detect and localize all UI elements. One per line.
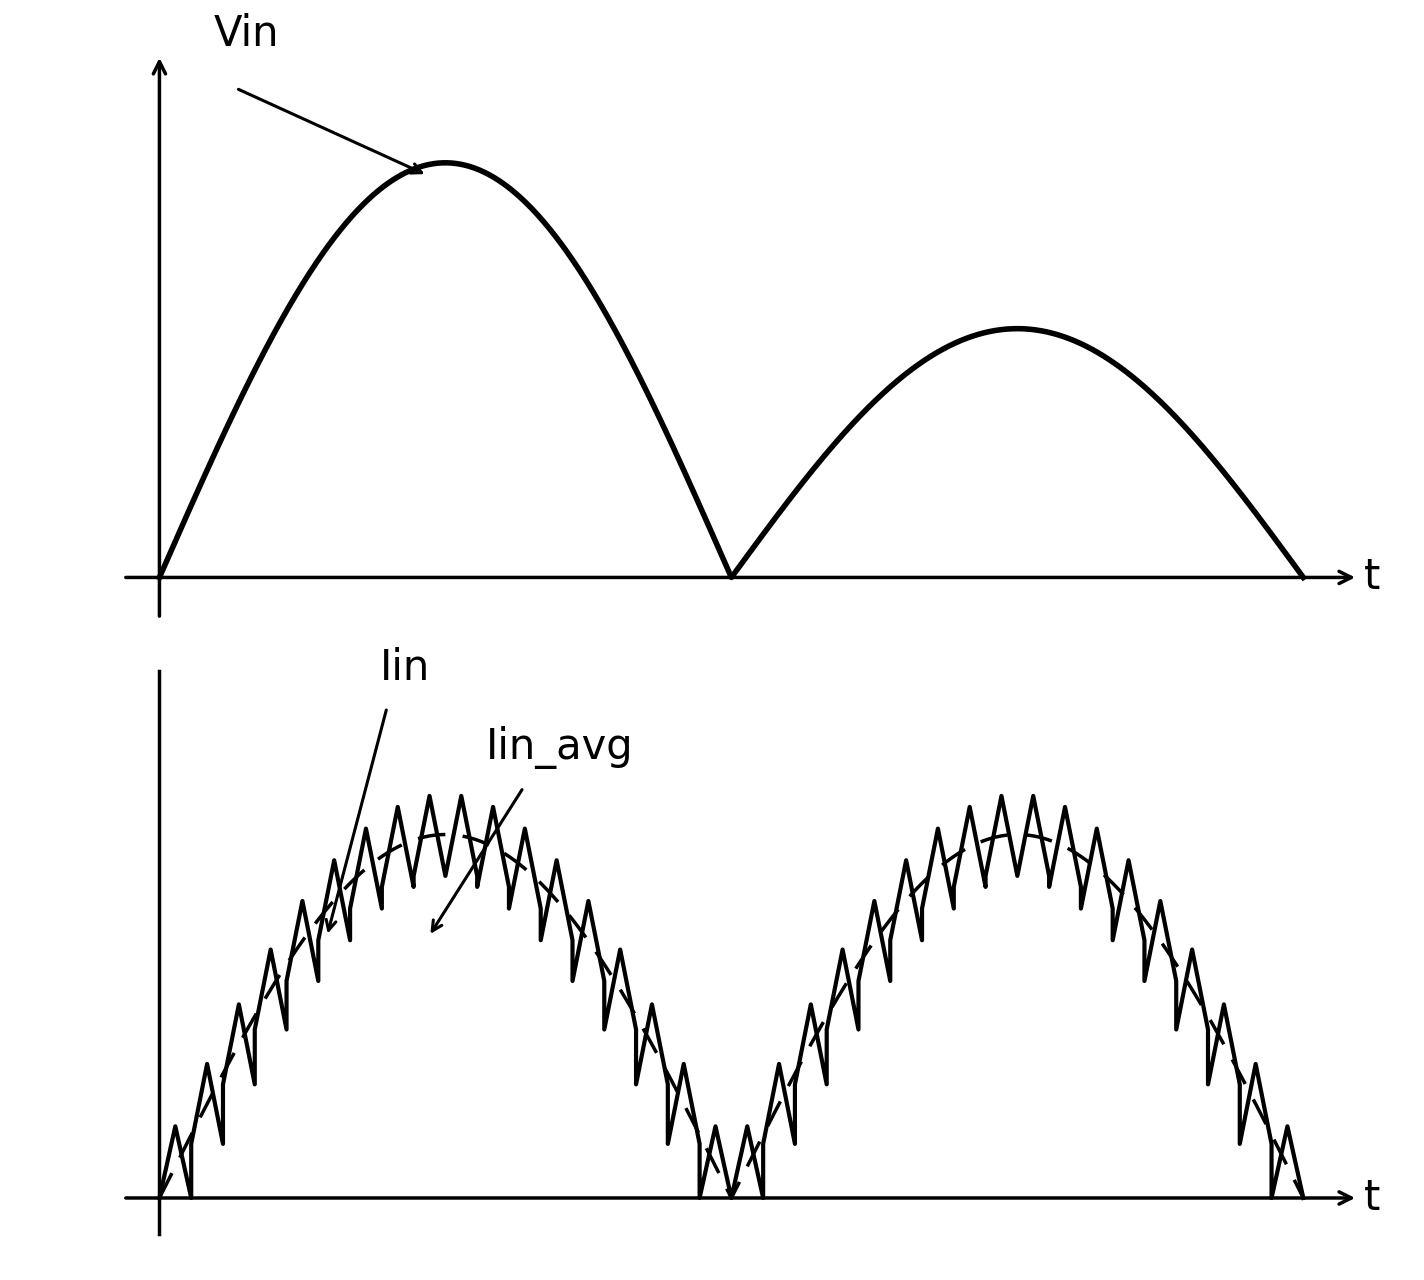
Text: Vin: Vin: [214, 13, 279, 55]
Text: Iin: Iin: [380, 648, 430, 689]
Text: Iin_avg: Iin_avg: [486, 726, 634, 769]
Text: t: t: [1363, 557, 1380, 599]
Text: t: t: [1363, 1178, 1380, 1219]
